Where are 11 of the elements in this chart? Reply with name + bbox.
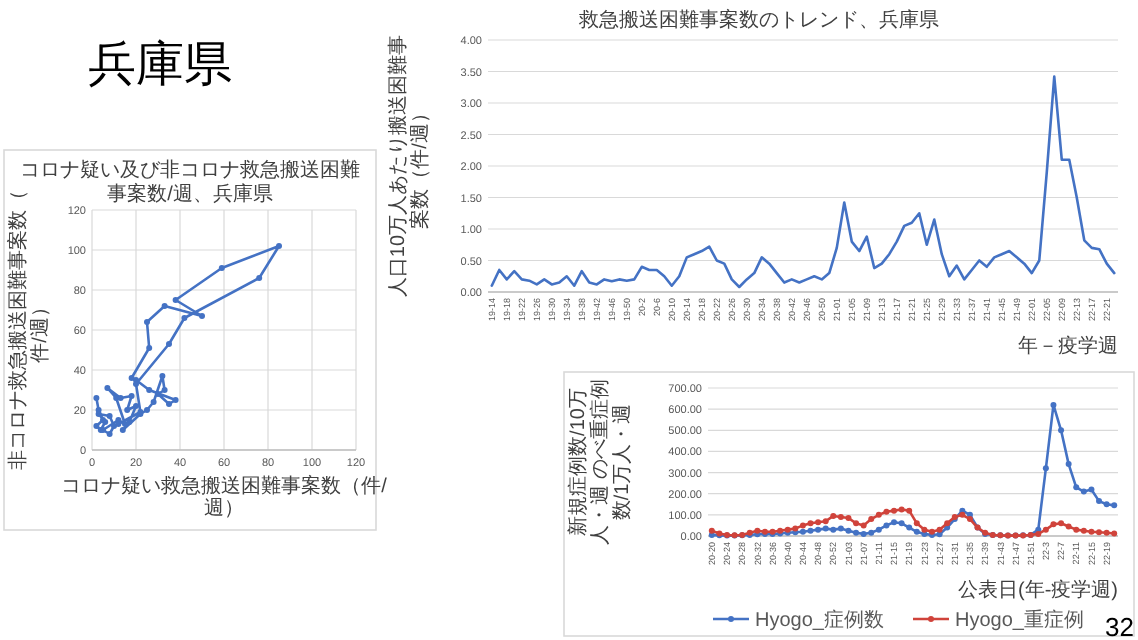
legend-label: Hyogo_重症例 bbox=[955, 608, 1084, 632]
x-axis-title: 年－疫学週 bbox=[1018, 334, 1118, 358]
y-axis-title: 非コロナ救急搬送困難事案数（件/週） bbox=[6, 190, 52, 470]
y-axis-title: 新規症例数/10万人・週 のべ重症例数/1万人・週 bbox=[566, 379, 634, 545]
text: 32 bbox=[1105, 612, 1134, 640]
x-axis-title: 公表日(年-疫学週) bbox=[958, 578, 1118, 602]
text: 兵庫県 bbox=[88, 38, 232, 92]
y-axis-title: 人口10万人あたり搬送困難事案数（件/週） bbox=[386, 34, 432, 298]
x-axis-title: コロナ疑い救急搬送困難事案数（件/週） bbox=[61, 474, 388, 520]
chart-title: 救急搬送困難事案数のトレンド、兵庫県 bbox=[577, 8, 939, 32]
legend-label: Hyogo_症例数 bbox=[755, 608, 884, 632]
